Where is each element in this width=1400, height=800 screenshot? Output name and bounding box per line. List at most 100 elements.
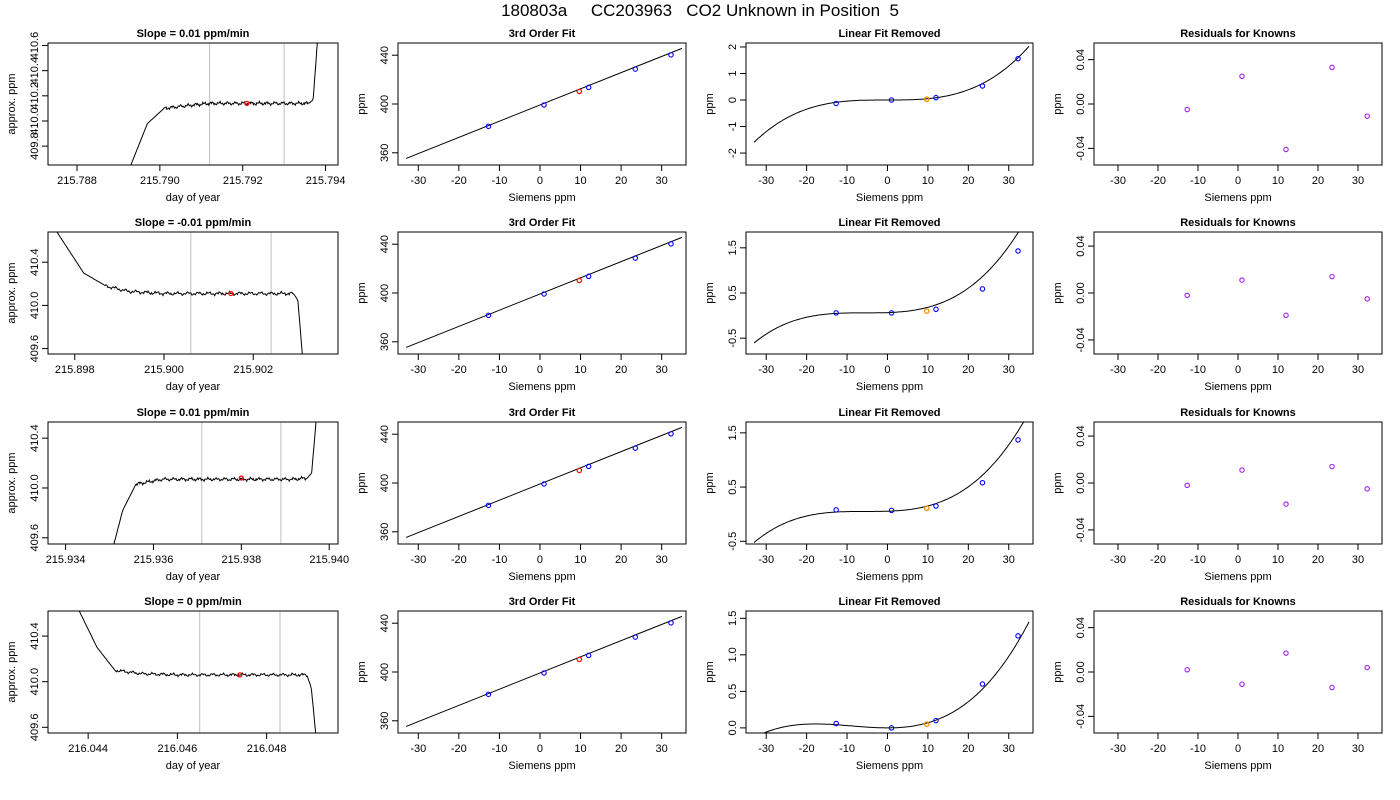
y-axis-label: ppm: [1052, 661, 1064, 682]
ppm-time-series-line: [113, 422, 317, 544]
y-axis-label: ppm: [356, 472, 368, 493]
x-tick-label: 10: [1272, 743, 1284, 755]
y-tick-label: 410.2: [29, 82, 41, 110]
plot-frame: [47, 231, 339, 355]
y-tick-label: 0.00: [1075, 472, 1087, 493]
x-axis-label: Siemens ppm: [856, 192, 923, 204]
x-tick-label: 215.900: [144, 364, 184, 376]
chart-panel-2: 3rd Order Fit -30 -20 -10 0 10 20 30 360 400 440 Si…: [356, 28, 687, 204]
y-tick-label: 1.5: [727, 425, 739, 440]
unknown-sample-point: [923, 96, 930, 103]
residual-point: [1184, 667, 1190, 673]
known-standard-point: [485, 691, 492, 698]
plot-frame: [1093, 610, 1383, 734]
x-tick-label: -30: [758, 743, 774, 755]
x-tick-label: -30: [1110, 364, 1126, 376]
plot-area: [78, 611, 317, 733]
chart-panel-6: 3rd Order Fit -30 -20 -10 0 10 20 30 360 400 440 Si…: [356, 217, 687, 393]
y-tick-label: 1: [727, 70, 739, 76]
chart-title: Residuals for Knowns: [1180, 217, 1296, 229]
plot-frame: [745, 610, 1034, 734]
x-axis-label: Siemens ppm: [1204, 571, 1271, 583]
y-tick-label: 440: [379, 425, 391, 443]
plot-area: [56, 232, 303, 354]
x-tick-label: 215.788: [57, 175, 97, 187]
x-tick-label: 215.934: [46, 554, 86, 566]
x-axis-label: Siemens ppm: [856, 571, 923, 583]
x-tick-label: 30: [656, 554, 668, 566]
plot-area: [762, 621, 1030, 733]
x-axis-label: Siemens ppm: [1204, 760, 1271, 772]
known-standard-point: [979, 286, 986, 292]
y-axis-label: approx. ppm: [6, 262, 18, 323]
y-tick-label: 1.5: [727, 240, 739, 255]
chart-title: 3rd Order Fit: [509, 407, 576, 419]
y-tick-label: 410.0: [29, 668, 41, 696]
x-tick-label: 10: [1272, 554, 1284, 566]
known-standard-point: [833, 100, 839, 107]
chart-panel-11: Linear Fit Removed -30 -20 -10 0 10 20 30 -0.5 0.…: [704, 407, 1034, 583]
y-tick-label: 410.4: [29, 424, 41, 452]
residual-point: [1364, 486, 1370, 492]
x-tick-label: 215.794: [306, 175, 346, 187]
x-axis-label: Siemens ppm: [508, 192, 575, 204]
plot-frame: [47, 421, 339, 545]
x-tick-label: 30: [656, 175, 668, 187]
x-tick-label: 10: [922, 175, 934, 187]
x-tick-label: 10: [922, 743, 934, 755]
x-tick-label: 216.046: [158, 743, 198, 755]
x-tick-label: 10: [574, 554, 586, 566]
y-tick-label: 0.00: [1075, 282, 1087, 303]
x-tick-label: 20: [1312, 175, 1324, 187]
residual-point: [1184, 482, 1190, 489]
known-standard-point: [668, 431, 674, 437]
x-tick-label: -10: [491, 554, 507, 566]
residual-point: [1364, 113, 1370, 119]
y-tick-label: 410.4: [29, 248, 41, 276]
x-axis-label: day of year: [166, 192, 221, 204]
y-tick-label: 440: [379, 614, 391, 632]
residual-cubic-curve: [753, 45, 1030, 143]
y-axis-label: ppm: [1052, 472, 1064, 493]
plot-area: [405, 615, 683, 727]
x-tick-label: 30: [1352, 554, 1364, 566]
y-axis-label: approx. ppm: [6, 452, 18, 513]
residual-point: [1329, 64, 1335, 71]
chart-panel-4: Residuals for Knowns -30 -20 -10 0 10 20 30 -0.0…: [1052, 28, 1383, 204]
residual-point: [1239, 681, 1245, 687]
sample-mean-point: [238, 475, 244, 481]
fit-line: [405, 615, 683, 727]
x-tick-label: -20: [451, 175, 467, 187]
ppm-time-series-line: [78, 611, 317, 733]
x-tick-label: 10: [574, 364, 586, 376]
residual-cubic-curve: [762, 621, 1030, 733]
plot-frame: [745, 421, 1034, 545]
x-tick-label: 20: [962, 175, 974, 187]
x-axis-label: day of year: [166, 571, 221, 583]
chart-panel-10: 3rd Order Fit -30 -20 -10 0 10 20 30 360 400 440 Si…: [356, 407, 687, 583]
y-tick-label: 0.04: [1075, 425, 1087, 446]
x-tick-label: 20: [1312, 743, 1324, 755]
plot-frame: [745, 42, 1034, 166]
x-tick-label: -10: [839, 743, 855, 755]
y-tick-label: 360: [379, 144, 391, 162]
unknown-sample-point: [576, 88, 583, 95]
y-tick-label: -0.04: [1075, 327, 1087, 352]
known-standard-point: [668, 241, 674, 247]
plot-area: [1184, 273, 1370, 319]
plot-frame: [47, 42, 339, 166]
plot-frame: [745, 231, 1034, 355]
x-tick-label: 0: [537, 743, 543, 755]
y-axis-label: approx. ppm: [6, 641, 18, 702]
x-tick-label: 30: [1003, 175, 1015, 187]
y-axis-label: ppm: [1052, 93, 1064, 114]
known-standard-point: [485, 502, 492, 509]
known-standard-point: [585, 652, 592, 659]
x-tick-label: 20: [615, 554, 627, 566]
known-standard-point: [485, 123, 492, 130]
ppm-time-series-line: [56, 232, 303, 354]
x-tick-label: 10: [1272, 175, 1284, 187]
x-tick-label: -20: [1150, 364, 1166, 376]
y-tick-label: 440: [379, 235, 391, 253]
y-tick-label: 0.00: [1075, 93, 1087, 114]
